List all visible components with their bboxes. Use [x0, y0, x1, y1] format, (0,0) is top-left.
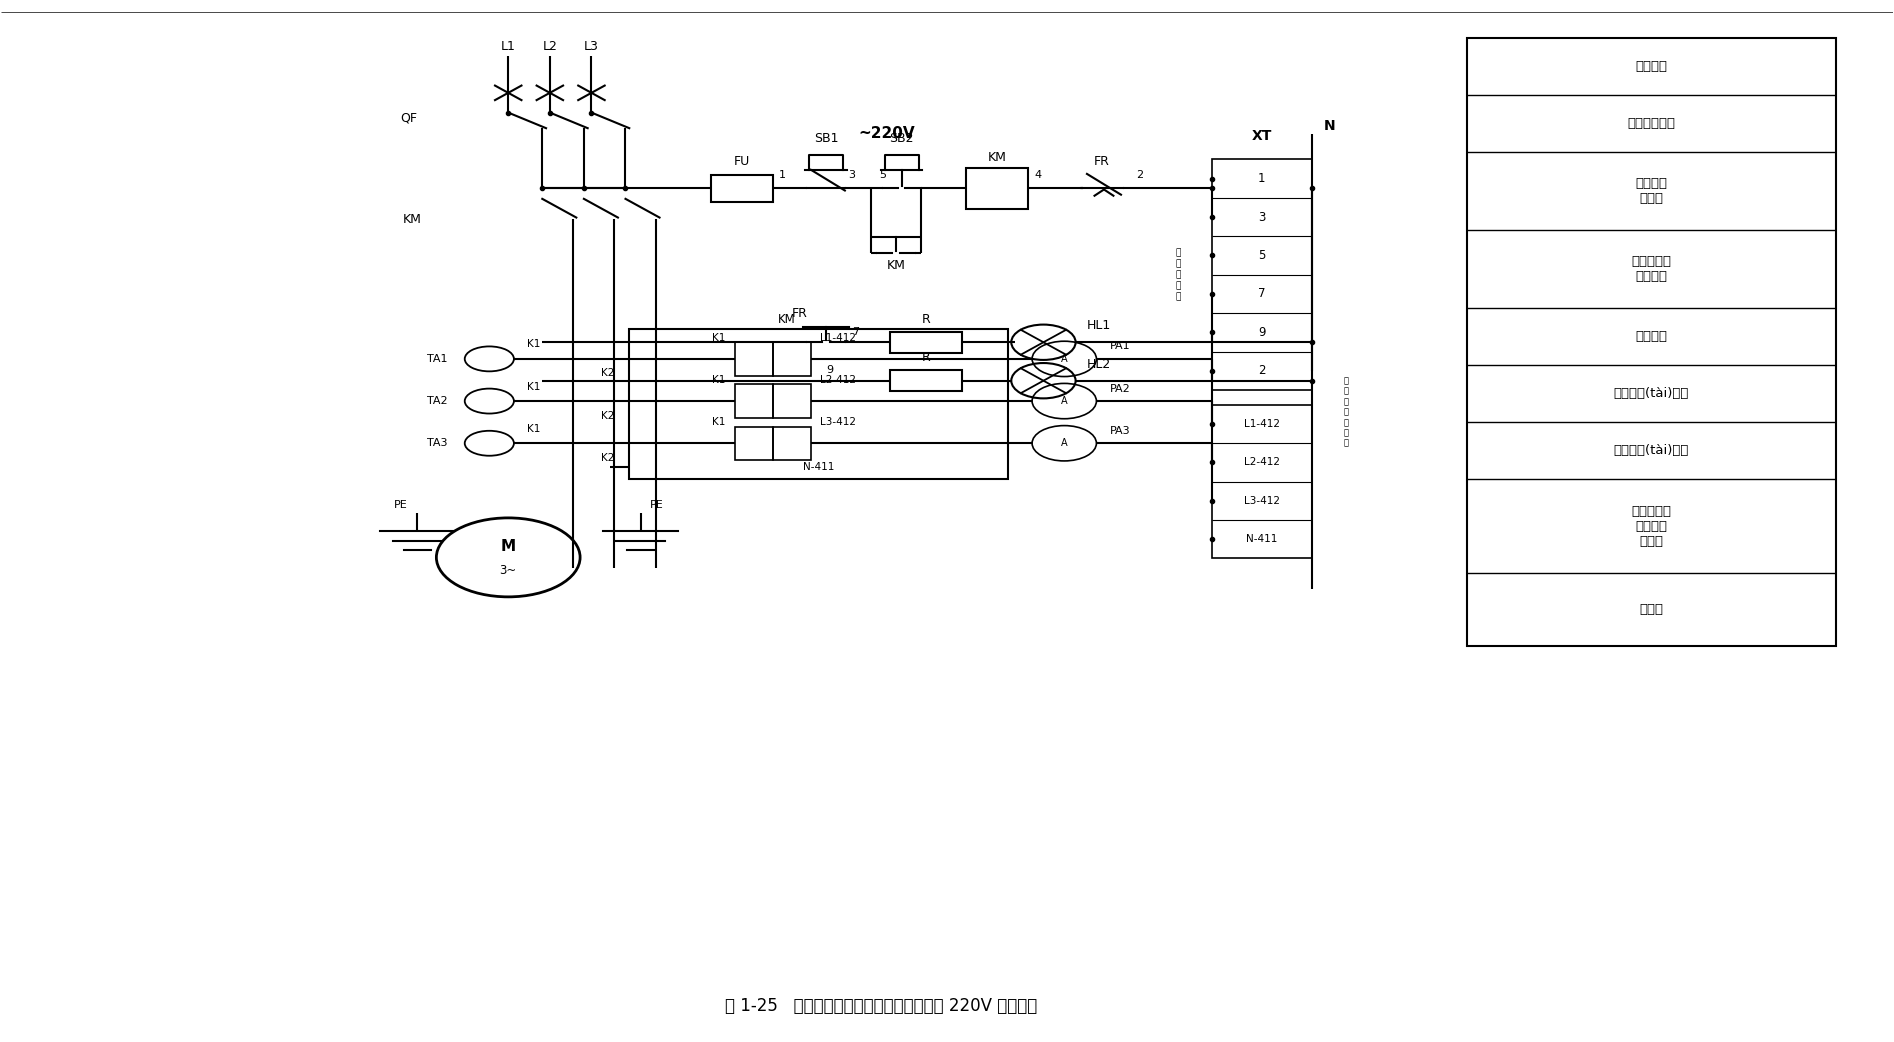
Bar: [890, 370, 962, 391]
Text: R: R: [922, 313, 930, 326]
Text: 3: 3: [849, 170, 856, 180]
Text: L2-412: L2-412: [820, 375, 856, 386]
Text: 電流互感器
熱繼電器
電流表: 電流互感器 熱繼電器 電流表: [1631, 504, 1672, 548]
Text: 主電路斷路器: 主電路斷路器: [1627, 117, 1676, 130]
Text: 9: 9: [1258, 326, 1265, 339]
Text: KM: KM: [402, 214, 420, 226]
Text: 停止狀態(tài)信號: 停止狀態(tài)信號: [1614, 388, 1689, 400]
Text: KM: KM: [987, 151, 1006, 164]
Text: A: A: [1061, 354, 1068, 364]
Text: K1: K1: [712, 375, 725, 386]
Text: L3-412: L3-412: [1244, 496, 1280, 505]
Text: 图 1-25   二次保护有信号灯、三只电流表的 220V 控制电路: 图 1-25 二次保护有信号灯、三只电流表的 220V 控制电路: [725, 997, 1036, 1015]
Text: QF: QF: [400, 111, 417, 124]
Text: 7: 7: [852, 327, 860, 337]
Text: 三相電源: 三相電源: [1636, 59, 1667, 73]
Text: TA3: TA3: [428, 439, 447, 448]
Bar: [629, 328, 1008, 479]
Text: SB1: SB1: [814, 132, 839, 145]
Text: 2: 2: [1258, 365, 1265, 377]
Text: PA3: PA3: [1110, 426, 1131, 436]
Text: PE: PE: [650, 500, 663, 511]
Bar: [773, 426, 811, 460]
Text: 4: 4: [1034, 170, 1042, 180]
Text: 1: 1: [1258, 172, 1265, 185]
Text: L1-412: L1-412: [820, 333, 856, 343]
Bar: [735, 426, 773, 460]
Text: K1: K1: [712, 333, 725, 343]
Text: 機
前
控
制
柜: 機 前 控 制 柜: [1174, 248, 1180, 301]
Text: L1-412: L1-412: [1244, 419, 1280, 429]
Text: N: N: [1324, 119, 1335, 133]
Text: 5: 5: [1258, 249, 1265, 262]
Text: KM: KM: [778, 313, 795, 326]
Text: R: R: [922, 351, 930, 365]
Text: 自保回路: 自保回路: [1636, 330, 1667, 343]
Text: A: A: [1061, 396, 1068, 406]
Text: 3~: 3~: [500, 565, 517, 577]
Text: 7: 7: [1258, 288, 1265, 300]
Text: 1: 1: [778, 170, 786, 180]
Text: HL2: HL2: [1087, 357, 1112, 371]
Text: L2-412: L2-412: [1244, 457, 1280, 467]
Text: K2: K2: [600, 411, 614, 421]
Text: FU: FU: [733, 155, 750, 168]
Text: K1: K1: [527, 424, 540, 433]
Text: PA2: PA2: [1110, 383, 1131, 394]
Text: 2: 2: [1136, 170, 1144, 180]
Text: 3: 3: [1258, 210, 1265, 224]
Text: PE: PE: [394, 500, 407, 511]
Text: FR: FR: [1095, 155, 1110, 168]
Bar: [735, 342, 773, 375]
Text: K2: K2: [600, 453, 614, 463]
Bar: [1212, 404, 1313, 559]
Text: K1: K1: [527, 381, 540, 392]
Text: TA2: TA2: [426, 396, 447, 406]
Text: 5: 5: [879, 170, 886, 180]
Text: K1: K1: [527, 340, 540, 349]
Text: XT: XT: [1252, 129, 1273, 144]
Text: 機
前
信
號
燈
控
制: 機 前 信 號 燈 控 制: [1343, 376, 1349, 448]
Text: L3: L3: [583, 40, 599, 52]
Text: L2: L2: [542, 40, 557, 52]
Bar: [773, 342, 811, 375]
Bar: [1212, 159, 1313, 390]
Text: 電動機啟停
控制電路: 電動機啟停 控制電路: [1631, 255, 1672, 283]
Text: ~220V: ~220V: [858, 126, 915, 141]
Text: A: A: [1061, 439, 1068, 448]
Text: M: M: [500, 540, 515, 554]
Text: FR: FR: [792, 306, 807, 320]
Text: 運轉狀態(tài)信號: 運轉狀態(tài)信號: [1614, 444, 1689, 457]
Bar: [773, 384, 811, 418]
Bar: [710, 175, 773, 202]
Text: N-411: N-411: [1246, 535, 1278, 544]
Text: TA1: TA1: [428, 354, 447, 364]
Bar: [1468, 38, 1835, 646]
Bar: [735, 384, 773, 418]
Text: 電動機: 電動機: [1640, 603, 1663, 616]
Bar: [890, 331, 962, 352]
Text: 9: 9: [826, 366, 833, 375]
Text: L3-412: L3-412: [820, 418, 856, 427]
Text: 控制回路
熔斷器: 控制回路 熔斷器: [1636, 177, 1667, 205]
Text: K1: K1: [712, 418, 725, 427]
Text: L1: L1: [500, 40, 515, 52]
Text: HL1: HL1: [1087, 319, 1112, 332]
Text: N-411: N-411: [803, 462, 833, 472]
Text: KM: KM: [886, 258, 905, 272]
Text: K2: K2: [600, 369, 614, 378]
Bar: [966, 168, 1028, 209]
Text: PA1: PA1: [1110, 342, 1131, 351]
Text: SB2: SB2: [890, 132, 915, 145]
